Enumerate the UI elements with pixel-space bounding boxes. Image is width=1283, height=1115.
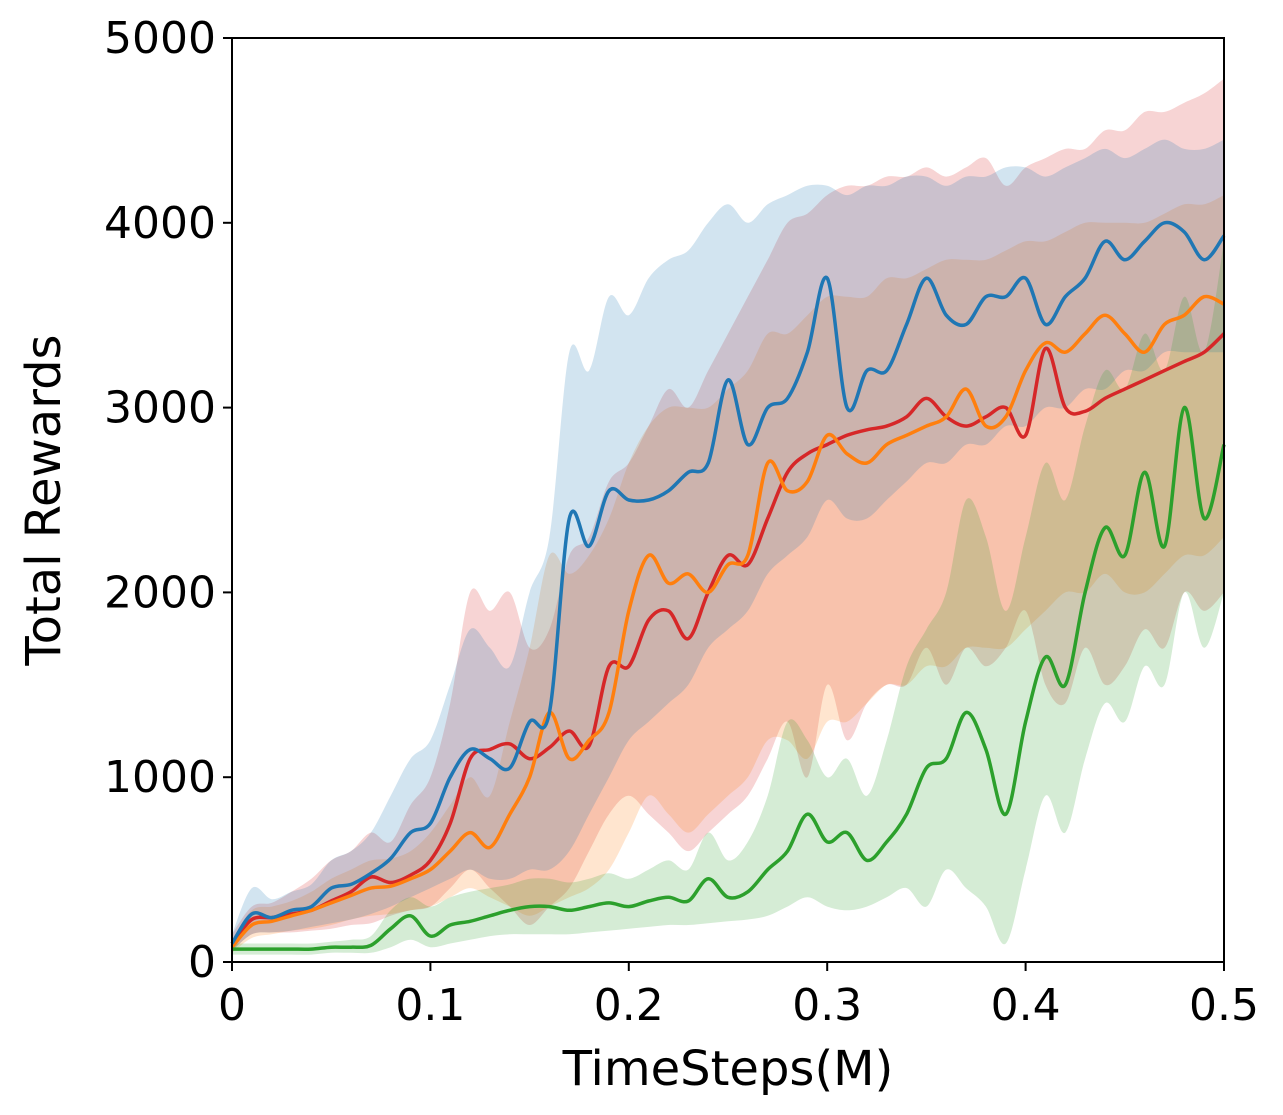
series-3-band: [232, 139, 1224, 951]
confidence-bands: [232, 78, 1224, 955]
series-3-line: [230, 220, 1226, 945]
x-tick-label: 0.4: [991, 980, 1061, 1031]
series-2-band: [232, 195, 1224, 953]
x-tick-label: 0.1: [395, 980, 465, 1031]
y-tick-label: 5000: [104, 13, 216, 64]
y-axis-ticks: 0 1000 2000 3000 4000 5000: [104, 13, 232, 988]
series-1-line: [230, 332, 1226, 945]
x-axis-ticks: 0 0.1 0.2 0.3 0.4 0.5: [218, 962, 1259, 1031]
x-tick-label: 0.3: [792, 980, 862, 1031]
y-tick-label: 1000: [104, 752, 216, 803]
series-2-line: [230, 294, 1225, 949]
y-tick-label: 0: [188, 937, 216, 988]
x-tick-label: 0: [218, 980, 246, 1031]
x-axis-label: TimeSteps(M): [562, 1041, 894, 1097]
mean-lines: [230, 220, 1226, 951]
plot-frame: [231, 37, 1225, 963]
x-tick-label: 0.2: [594, 980, 664, 1031]
series-4-line: [231, 405, 1226, 951]
series-4-band: [232, 241, 1224, 955]
y-axis-label: Total Rewards: [16, 334, 72, 666]
series-1-band: [232, 78, 1224, 951]
y-tick-label: 4000: [104, 198, 216, 249]
y-tick-label: 3000: [104, 383, 216, 434]
y-tick-label: 2000: [104, 567, 216, 618]
x-tick-label: 0.5: [1189, 980, 1259, 1031]
